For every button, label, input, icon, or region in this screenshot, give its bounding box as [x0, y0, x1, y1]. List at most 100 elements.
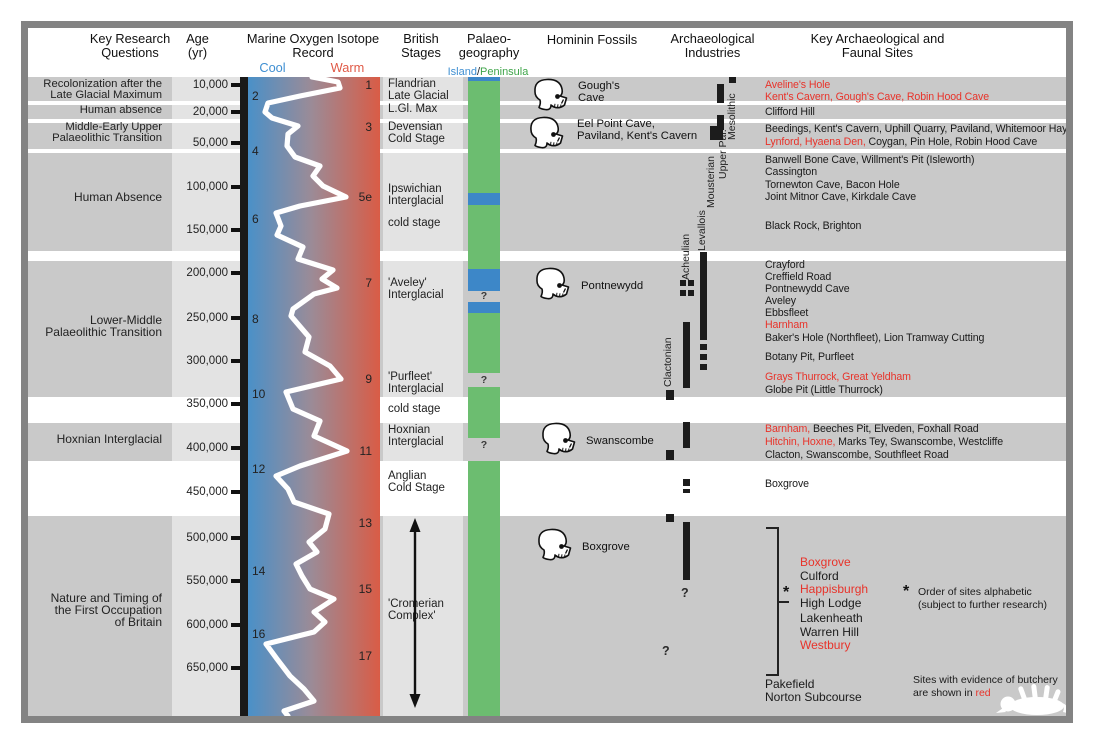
industry-bar-acheulian-dash	[683, 479, 690, 486]
british-stage: Flandrian Late Glacial	[388, 78, 449, 102]
industry-bar-mesolithic	[729, 77, 736, 83]
mis-stage-number: 7	[365, 276, 372, 290]
site-black-text: Ebbsfleet	[765, 307, 809, 319]
age-label: 600,000	[186, 619, 228, 631]
stages-column-strip	[383, 77, 463, 101]
palaeo-island-segment	[468, 302, 500, 313]
site-row: Clacton, Swanscombe, Southfleet Road	[765, 449, 949, 461]
industry-bar-levallois	[700, 252, 707, 340]
industry-bar-levallois-dash	[700, 354, 707, 360]
site-black-text: Globe Pit (Little Thurrock)	[765, 384, 883, 396]
site-red-text: Aveline's Hole	[765, 79, 831, 91]
site-black-text: Marks Tey, Swanscombe, Westcliffe	[835, 436, 1004, 448]
site-row: Baker's Hole (Northfleet), Lion Tramway …	[765, 332, 984, 344]
site-row: Black Rock, Brighton	[765, 220, 861, 232]
age-column-strip	[172, 153, 240, 251]
british-stage: cold stage	[388, 217, 441, 229]
site-black-text: Boxgrove	[765, 478, 809, 490]
site-row: Crayford	[765, 259, 805, 271]
site-black-text: Aveley	[765, 295, 797, 307]
age-column-strip	[172, 423, 240, 461]
research-question: Recolonization after the Late Glacial Ma…	[43, 78, 162, 101]
industry-uncertainty-mark: ?	[681, 586, 689, 600]
research-question: Lower-Middle Palaeolithic Transition	[45, 313, 162, 339]
research-question: Hoxnian Interglacial	[56, 432, 162, 446]
age-tick	[231, 141, 240, 145]
age-label: 650,000	[186, 662, 228, 674]
age-tick	[231, 228, 240, 232]
mis-stage-number: 13	[358, 516, 372, 530]
column-title-industries: Archaeological Industries	[670, 31, 755, 60]
site-black-text: Creffield Road	[765, 271, 832, 283]
column-title-palaeo: Palaeo- geography	[458, 31, 520, 60]
age-tick	[231, 536, 240, 540]
british-stage: cold stage	[388, 403, 441, 415]
site-row: Boxgrove	[765, 478, 809, 490]
site-black-text: Beeches Pit, Elveden, Foxhall Road	[810, 423, 979, 435]
site-black-text: Clacton, Swanscombe, Southfleet Road	[765, 449, 949, 461]
mis-stage-number: 5e	[358, 190, 372, 204]
site-black-text: Pontnewydd Cave	[765, 283, 850, 295]
column-title-age: Age (yr)	[186, 31, 209, 60]
british-stage: Devensian Cold Stage	[388, 121, 445, 145]
site-row: Pontnewydd Cave	[765, 283, 850, 295]
industry-bar-mousterian	[710, 126, 723, 140]
site-black-text: Baker's Hole (Northfleet), Lion Tramway …	[765, 332, 985, 344]
age-label: 250,000	[186, 312, 228, 324]
site-row: Hitchin, Hoxne, Marks Tey, Swanscombe, W…	[765, 436, 1003, 448]
age-tick	[231, 579, 240, 583]
industry-bar-acheulian	[683, 522, 690, 580]
site-red-text: Hitchin, Hoxne,	[765, 436, 836, 448]
site-black-text: Banwell Bone Cave, Willment's Pit (Islew…	[765, 154, 975, 166]
age-tick	[231, 359, 240, 363]
site-black-text: Beedings, Kent's Cavern, Uphill Quarry, …	[765, 123, 1074, 135]
age-tick	[231, 623, 240, 627]
cromerian-range-arrow	[409, 518, 421, 708]
palaeo-island-segment	[468, 269, 500, 291]
research-question: Nature and Timing of the First Occupatio…	[50, 591, 162, 629]
industry-bar-levallois-dash	[700, 364, 707, 370]
cromerian-asterisk: *	[783, 584, 790, 601]
age-label: 50,000	[192, 137, 228, 149]
palaeo-peninsula-segment	[468, 205, 500, 269]
age-column-strip	[172, 261, 240, 397]
age-label: 200,000	[186, 267, 228, 279]
site-row: Clifford Hill	[765, 106, 815, 118]
british-stage: 'Purfleet' Interglacial	[388, 371, 444, 395]
site-row: Kent's Cavern, Gough's Cave, Robin Hood …	[765, 91, 989, 103]
age-tick	[231, 185, 240, 189]
mis-stage-number: 16	[252, 627, 266, 641]
site-black-text: Black Rock, Brighton	[765, 220, 862, 232]
mis-stage-number: 17	[358, 649, 372, 663]
site-red-text: Grays Thurrock, Great Yeldham	[765, 371, 911, 383]
age-tick	[231, 446, 240, 450]
cromerian-bracket-arm	[766, 674, 779, 676]
site-row: Cassington	[765, 166, 817, 178]
age-column-strip	[172, 105, 240, 119]
site-below-bracket: Pakefield	[765, 677, 815, 691]
age-label: 150,000	[186, 224, 228, 236]
stages-column-strip	[383, 516, 463, 716]
legend-butchery-red-word: red	[975, 687, 991, 699]
site-row: Creffield Road	[765, 271, 831, 283]
industry-uncertainty-mark: ?	[662, 644, 670, 658]
site-black-text: Joint Mitnor Cave, Kirkdale Cave	[765, 191, 917, 203]
industry-bar-mesolithic	[717, 84, 724, 103]
age-tick	[231, 110, 240, 114]
stages-column-strip	[383, 261, 463, 397]
palaeo-peninsula-segment	[468, 313, 500, 373]
site-black-text: Crayford	[765, 259, 805, 271]
site-row: Banwell Bone Cave, Willment's Pit (Islew…	[765, 154, 975, 166]
site-row: Beedings, Kent's Cavern, Uphill Quarry, …	[765, 123, 1073, 135]
site-black-text: Botany Pit, Purfleet	[765, 351, 854, 363]
site-red-text: Lynford, Hyaena Den,	[765, 136, 866, 148]
age-tick	[231, 83, 240, 87]
hominin-fossil-label: Gough's Cave	[578, 80, 620, 104]
palaeo-island-segment	[468, 77, 500, 81]
age-axis-bar	[240, 77, 248, 716]
industry-bar-acheulian-dash	[680, 290, 686, 296]
cromerian-bracket-arm	[766, 527, 779, 529]
age-tick	[231, 316, 240, 320]
cromerian-site: Lakenheath	[800, 611, 863, 625]
